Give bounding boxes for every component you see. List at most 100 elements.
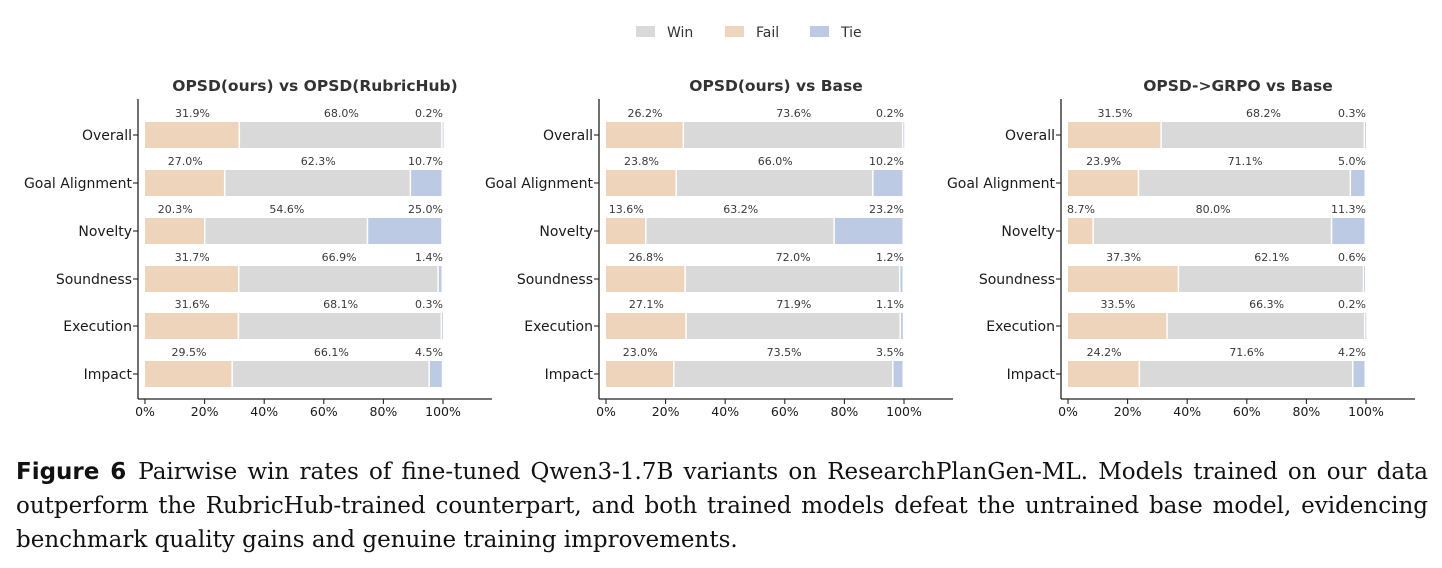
figure-caption: Figure 6 Pairwise win rates of fine-tuned…	[16, 455, 1428, 557]
bar-win	[685, 266, 899, 292]
data-label-win: 66.1%	[314, 346, 349, 359]
data-label-fail: 26.8%	[628, 251, 663, 264]
x-tick-label: 0%	[135, 404, 155, 419]
data-label-win: 62.1%	[1254, 251, 1289, 264]
bar-tie	[873, 170, 903, 196]
data-label-fail: 13.6%	[609, 203, 644, 216]
bar-tie	[1364, 266, 1366, 292]
bar-win	[205, 218, 367, 244]
data-label-tie: 0.3%	[415, 298, 443, 311]
data-label-win: 71.6%	[1229, 346, 1264, 359]
data-label-tie: 5.0%	[1338, 155, 1366, 168]
category-label: Soundness	[517, 272, 593, 288]
category-label: Goal Alignment	[24, 176, 133, 192]
category-label: Impact	[84, 367, 133, 383]
data-label-win: 54.6%	[269, 203, 304, 216]
data-label-win: 80.0%	[1196, 203, 1231, 216]
category-label: Overall	[82, 128, 132, 144]
data-label-tie: 4.2%	[1338, 346, 1366, 359]
data-label-win: 73.6%	[776, 107, 811, 120]
bar-tie	[901, 313, 903, 339]
data-label-fail: 27.0%	[168, 155, 203, 168]
data-label-win: 68.0%	[324, 107, 359, 120]
data-label-fail: 26.2%	[628, 107, 663, 120]
legend-label-win: Win	[667, 25, 693, 41]
figure-label: Figure 6	[16, 459, 127, 485]
data-label-tie: 0.2%	[876, 107, 904, 120]
data-label-tie: 4.5%	[415, 346, 443, 359]
data-label-win: 66.9%	[322, 251, 357, 264]
data-label-win: 68.2%	[1246, 107, 1281, 120]
chart-3: OPSD->GRPO vs Base 0% 20% 40% 60% 80% 100% Over…	[947, 77, 1415, 419]
bar-tie	[893, 361, 903, 387]
bar-tie	[900, 266, 903, 292]
category-label: Impact	[545, 367, 594, 383]
category-label: Soundness	[979, 272, 1055, 288]
bar-tie	[1365, 122, 1366, 148]
legend-swatch-fail	[725, 26, 744, 37]
x-tick-label: 100%	[886, 404, 922, 419]
x-tick-label: 80%	[831, 404, 859, 419]
bar-tie	[429, 361, 442, 387]
data-label-fail: 24.2%	[1087, 346, 1122, 359]
data-label-fail: 31.9%	[175, 107, 210, 120]
chart-title: OPSD(ours) vs OPSD(RubricHub)	[172, 77, 457, 95]
chart-title: OPSD->GRPO vs Base	[1143, 77, 1333, 95]
bar-win	[684, 122, 902, 148]
bar-win	[1179, 266, 1363, 292]
category-label: Overall	[543, 128, 593, 144]
bar-fail	[606, 170, 676, 196]
bar-tie	[1353, 361, 1365, 387]
category-label: Impact	[1007, 367, 1056, 383]
bar-tie	[438, 266, 442, 292]
data-label-fail: 37.3%	[1106, 251, 1141, 264]
data-label-tie: 1.4%	[415, 251, 443, 264]
data-label-win: 66.3%	[1249, 298, 1284, 311]
bar-fail	[145, 218, 204, 244]
data-label-fail: 31.5%	[1097, 107, 1132, 120]
category-label: Goal Alignment	[947, 176, 1056, 192]
data-label-fail: 27.1%	[629, 298, 664, 311]
category-label: Novelty	[1001, 224, 1055, 240]
bar-tie	[411, 170, 442, 196]
x-tick-label: 100%	[1348, 404, 1384, 419]
bar-fail	[1068, 122, 1161, 148]
bar-fail	[145, 122, 239, 148]
data-label-win: 68.1%	[323, 298, 358, 311]
x-tick-label: 20%	[652, 404, 680, 419]
chart-2: OPSD(ours) vs Base 0% 20% 40% 60% 80% 100% Over…	[485, 77, 953, 419]
data-label-tie: 10.7%	[408, 155, 443, 168]
bar-win	[1140, 361, 1352, 387]
bar-tie	[368, 218, 442, 244]
bar-tie	[903, 122, 905, 148]
bar-win	[239, 313, 441, 339]
bar-tie	[442, 313, 443, 339]
bar-fail	[1068, 361, 1139, 387]
bar-win	[1093, 218, 1331, 244]
legend-swatch-tie	[810, 26, 829, 37]
x-tick-label: 0%	[596, 404, 616, 419]
bar-tie	[834, 218, 903, 244]
category-label: Execution	[524, 319, 593, 335]
x-tick-label: 20%	[191, 404, 219, 419]
legend-label-tie: Tie	[840, 25, 862, 41]
data-label-win: 71.9%	[776, 298, 811, 311]
data-label-win: 62.3%	[301, 155, 336, 168]
data-label-fail: 23.0%	[623, 346, 658, 359]
legend-label-fail: Fail	[756, 25, 779, 41]
category-label: Novelty	[78, 224, 132, 240]
bar-fail	[1068, 266, 1178, 292]
bar-win	[1167, 313, 1364, 339]
x-tick-label: 60%	[310, 404, 338, 419]
data-label-win: 72.0%	[776, 251, 811, 264]
x-tick-label: 20%	[1114, 404, 1142, 419]
x-tick-label: 60%	[1233, 404, 1261, 419]
category-label: Novelty	[539, 224, 593, 240]
x-tick-label: 40%	[250, 404, 278, 419]
bar-fail	[1068, 170, 1138, 196]
bar-tie	[1365, 313, 1367, 339]
chart-title: OPSD(ours) vs Base	[689, 77, 862, 95]
category-label: Execution	[63, 319, 132, 335]
data-label-win: 73.5%	[767, 346, 802, 359]
bar-tie	[442, 122, 444, 148]
